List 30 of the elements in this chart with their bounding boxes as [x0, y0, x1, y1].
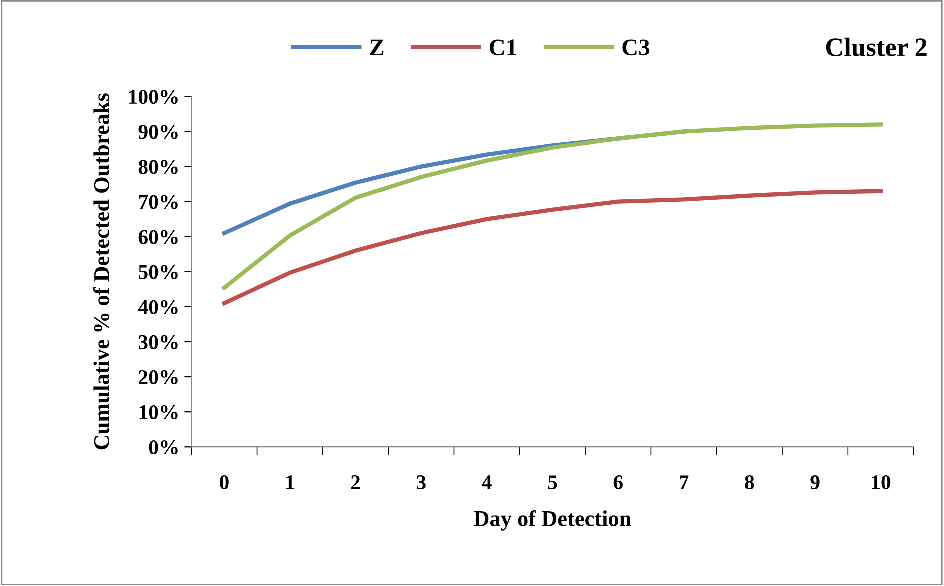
y-tick-label: 20%: [139, 370, 178, 385]
y-tick-label: 10%: [140, 405, 178, 420]
x-tick-label: 6: [614, 476, 623, 490]
x-tick-label: 8: [745, 476, 754, 490]
y-tick-label: 100%: [129, 90, 178, 104]
x-tick-label: 7: [680, 476, 689, 490]
x-tick-label: 9: [810, 476, 820, 490]
legend-label: C3: [622, 40, 650, 56]
y-tick-label: 0%: [149, 440, 178, 455]
x-axis-title: Day of Detection: [474, 510, 632, 531]
x-tick-label: 3: [416, 476, 426, 490]
x-tick-label: 10: [872, 476, 891, 490]
y-tick-label: 40%: [138, 300, 178, 314]
x-tick-label: 4: [482, 476, 492, 490]
y-tick-label: 70%: [139, 195, 178, 210]
y-tick-label: 90%: [138, 125, 178, 140]
y-axis-title: Cumulative % of Detected Outbreaks: [93, 94, 110, 450]
x-tick-label: 2: [351, 476, 360, 490]
x-tick-label: 5: [548, 476, 558, 490]
legend-label: C1: [490, 40, 516, 56]
legend-label: Z: [370, 40, 384, 56]
y-tick-label: 30%: [138, 335, 178, 350]
y-tick-label: 80%: [138, 160, 178, 174]
line-series: [222, 189, 884, 306]
x-tick-label: 0: [220, 476, 229, 490]
x-tick-label: 1: [286, 476, 294, 490]
line-series: [222, 122, 884, 290]
y-tick-label: 50%: [138, 265, 178, 280]
chart-title: Cluster 2: [826, 38, 927, 56]
y-tick-label: 60%: [138, 230, 178, 244]
